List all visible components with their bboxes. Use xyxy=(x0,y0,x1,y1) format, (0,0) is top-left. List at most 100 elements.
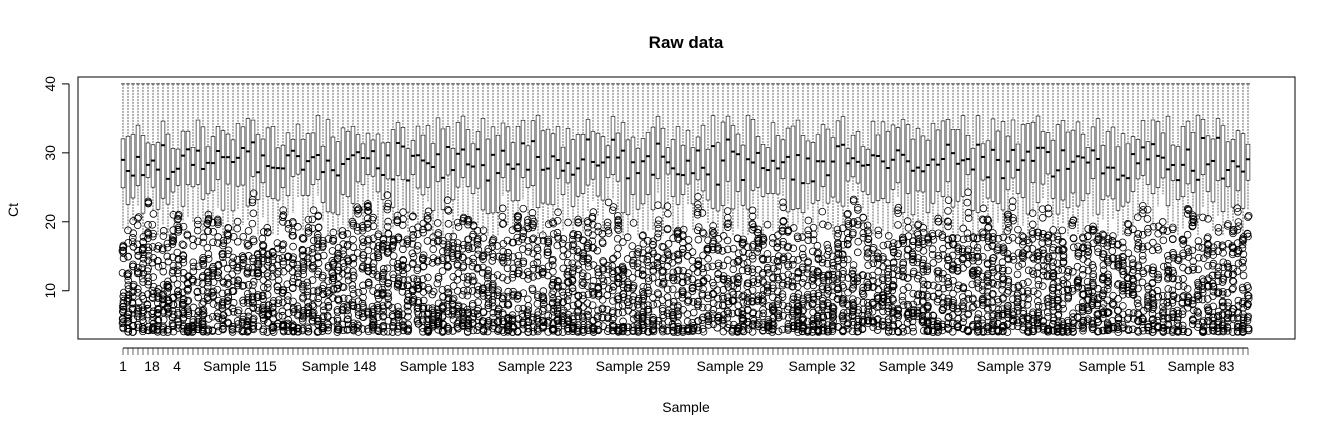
outlier-point xyxy=(508,311,517,319)
outlier-point xyxy=(443,325,452,333)
box-139 xyxy=(810,83,816,223)
outlier-point xyxy=(133,285,142,293)
outlier-point xyxy=(193,226,202,235)
outlier-point xyxy=(934,274,943,283)
outlier-point xyxy=(558,298,567,307)
box-body xyxy=(260,138,266,184)
outlier-point xyxy=(863,221,872,230)
outlier-point xyxy=(428,304,437,312)
outlier-point xyxy=(428,322,437,331)
outlier-point xyxy=(824,271,833,280)
outlier-point xyxy=(589,289,598,298)
box-body xyxy=(375,133,381,193)
box-59 xyxy=(410,83,416,216)
outlier-point xyxy=(879,241,888,250)
outlier-point xyxy=(118,319,127,328)
box-body xyxy=(1175,146,1181,201)
outlier-point xyxy=(378,270,387,279)
outlier-point xyxy=(509,322,517,330)
outlier-point xyxy=(233,266,242,275)
box-195 xyxy=(1090,83,1096,217)
outlier-point xyxy=(313,243,322,252)
outlier-point xyxy=(694,192,702,201)
outlier-point xyxy=(363,214,372,223)
outlier-point xyxy=(209,262,217,271)
outlier-point xyxy=(904,224,913,232)
outlier-point xyxy=(818,282,827,291)
outlier-point xyxy=(179,327,188,336)
outlier-point xyxy=(934,295,942,303)
outlier-point xyxy=(209,228,217,236)
outlier-point xyxy=(514,291,522,300)
outlier-point xyxy=(789,282,797,290)
box-147 xyxy=(850,83,856,193)
outlier-point xyxy=(744,243,752,252)
outlier-point xyxy=(788,272,797,281)
outlier-point xyxy=(529,313,537,322)
outlier-point xyxy=(124,294,133,303)
box-117 xyxy=(700,83,706,212)
box-body xyxy=(1230,139,1236,208)
outlier-point xyxy=(854,323,862,332)
box-26 xyxy=(245,83,251,221)
outlier-point xyxy=(574,312,582,321)
outlier-point xyxy=(658,296,667,304)
outlier-point xyxy=(403,264,412,272)
outlier-point xyxy=(734,256,743,264)
outlier-point xyxy=(724,219,733,228)
box-body xyxy=(135,124,141,186)
outlier-point xyxy=(638,296,647,305)
outlier-point xyxy=(884,290,892,299)
outlier-point xyxy=(669,273,678,282)
outlier-point xyxy=(714,316,722,325)
outlier-point xyxy=(638,232,647,240)
box-body xyxy=(215,126,221,180)
outlier-point xyxy=(844,288,852,297)
outlier-point xyxy=(119,246,128,255)
outlier-point xyxy=(924,281,932,290)
outlier-point xyxy=(498,300,507,309)
outlier-point xyxy=(319,271,327,280)
outlier-point xyxy=(744,249,753,258)
outlier-point xyxy=(834,250,843,259)
outlier-point xyxy=(279,211,288,220)
outlier-point xyxy=(179,222,188,231)
outlier-point xyxy=(779,237,787,246)
outlier-point xyxy=(819,311,827,320)
outlier-point xyxy=(224,293,233,301)
outlier-point xyxy=(464,272,472,281)
box-168 xyxy=(955,83,961,236)
outlier-point xyxy=(819,220,827,229)
outlier-point xyxy=(274,296,283,304)
outlier-point xyxy=(259,327,268,336)
outlier-point xyxy=(348,281,357,289)
outlier-point xyxy=(754,244,763,253)
box-body xyxy=(145,142,151,178)
outlier-point xyxy=(383,292,392,301)
outlier-point xyxy=(619,308,627,317)
box-body xyxy=(955,129,961,202)
outlier-point xyxy=(168,319,177,328)
box-body xyxy=(790,125,796,210)
box-24 xyxy=(235,83,241,209)
box-191 xyxy=(1070,83,1076,218)
box-223 xyxy=(1230,83,1236,222)
outlier-point xyxy=(939,306,947,314)
outlier-point xyxy=(203,243,212,252)
box-181 xyxy=(1020,83,1026,226)
outlier-point xyxy=(698,325,707,333)
box-body xyxy=(1125,143,1131,203)
outlier-point xyxy=(688,256,697,265)
box-171 xyxy=(970,83,976,236)
outlier-point xyxy=(819,319,827,327)
box-body xyxy=(700,124,706,192)
outlier-point xyxy=(579,279,588,288)
outlier-point xyxy=(318,324,327,333)
outlier-point xyxy=(443,254,452,263)
outlier-point xyxy=(514,304,523,313)
outlier-point xyxy=(279,320,288,329)
outlier-point xyxy=(199,238,207,247)
outlier-point xyxy=(179,241,188,250)
outlier-point xyxy=(149,229,158,238)
outlier-point xyxy=(124,269,133,278)
